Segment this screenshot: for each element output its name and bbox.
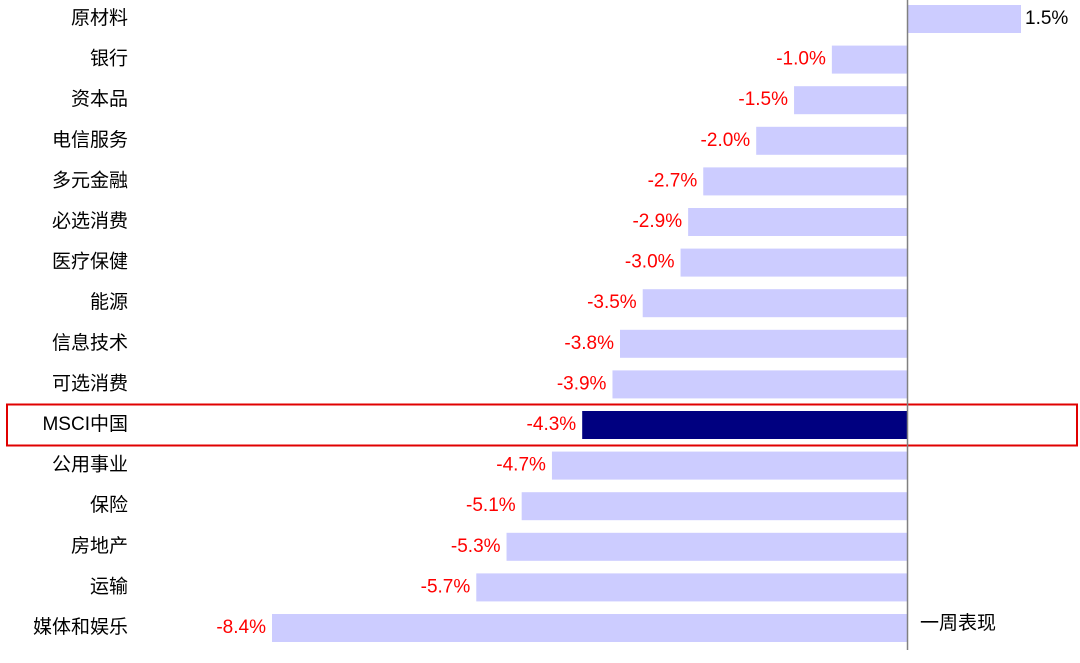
bar xyxy=(272,614,908,642)
value-label: -3.5% xyxy=(587,292,637,313)
category-label: 银行 xyxy=(90,48,128,70)
category-label: 运输 xyxy=(90,575,128,597)
category-label: 原材料 xyxy=(71,7,128,29)
bar xyxy=(612,370,908,399)
bar xyxy=(794,86,908,115)
bar xyxy=(551,451,908,480)
category-label: 可选消费 xyxy=(52,372,128,394)
category-label: 媒体和娱乐 xyxy=(33,616,128,638)
value-label: -1.0% xyxy=(776,49,826,70)
category-label: 公用事业 xyxy=(52,454,128,476)
value-label: -5.1% xyxy=(466,495,516,516)
bar xyxy=(907,5,1021,33)
value-label: -4.3% xyxy=(527,414,577,435)
bar xyxy=(476,573,908,602)
value-label: -3.0% xyxy=(625,252,675,273)
category-label: 信息技术 xyxy=(52,332,128,354)
bar xyxy=(620,329,908,358)
category-label: 保险 xyxy=(90,494,128,516)
highlight-box xyxy=(6,403,1078,447)
category-label: 必选消费 xyxy=(52,210,128,232)
value-label: -5.7% xyxy=(421,576,471,597)
category-label: 多元金融 xyxy=(52,169,128,191)
category-label: MSCI中国 xyxy=(42,413,128,435)
value-label: -3.8% xyxy=(564,333,614,354)
value-label: -4.7% xyxy=(496,455,546,476)
bar xyxy=(521,492,908,521)
category-label: 房地产 xyxy=(71,535,128,557)
bar xyxy=(582,411,908,439)
bar xyxy=(688,208,908,236)
value-label: 1.5% xyxy=(1025,8,1068,29)
category-label: 电信服务 xyxy=(52,129,128,151)
value-label: -8.4% xyxy=(216,617,266,638)
bar xyxy=(642,289,908,318)
bar xyxy=(703,167,908,196)
value-label: -5.3% xyxy=(451,536,501,557)
category-label: 资本品 xyxy=(71,88,128,110)
bar xyxy=(680,248,908,277)
bar xyxy=(756,126,908,155)
value-label: -2.7% xyxy=(648,170,698,191)
value-label: -2.0% xyxy=(701,130,751,151)
annotation: 一周表现 xyxy=(920,612,996,634)
value-label: -3.9% xyxy=(557,373,607,394)
bar xyxy=(506,532,908,561)
category-label: 能源 xyxy=(90,291,128,313)
value-label: -2.9% xyxy=(632,211,682,232)
bar xyxy=(831,45,908,74)
category-label: 医疗保健 xyxy=(52,251,128,273)
value-label: -1.5% xyxy=(738,89,788,110)
